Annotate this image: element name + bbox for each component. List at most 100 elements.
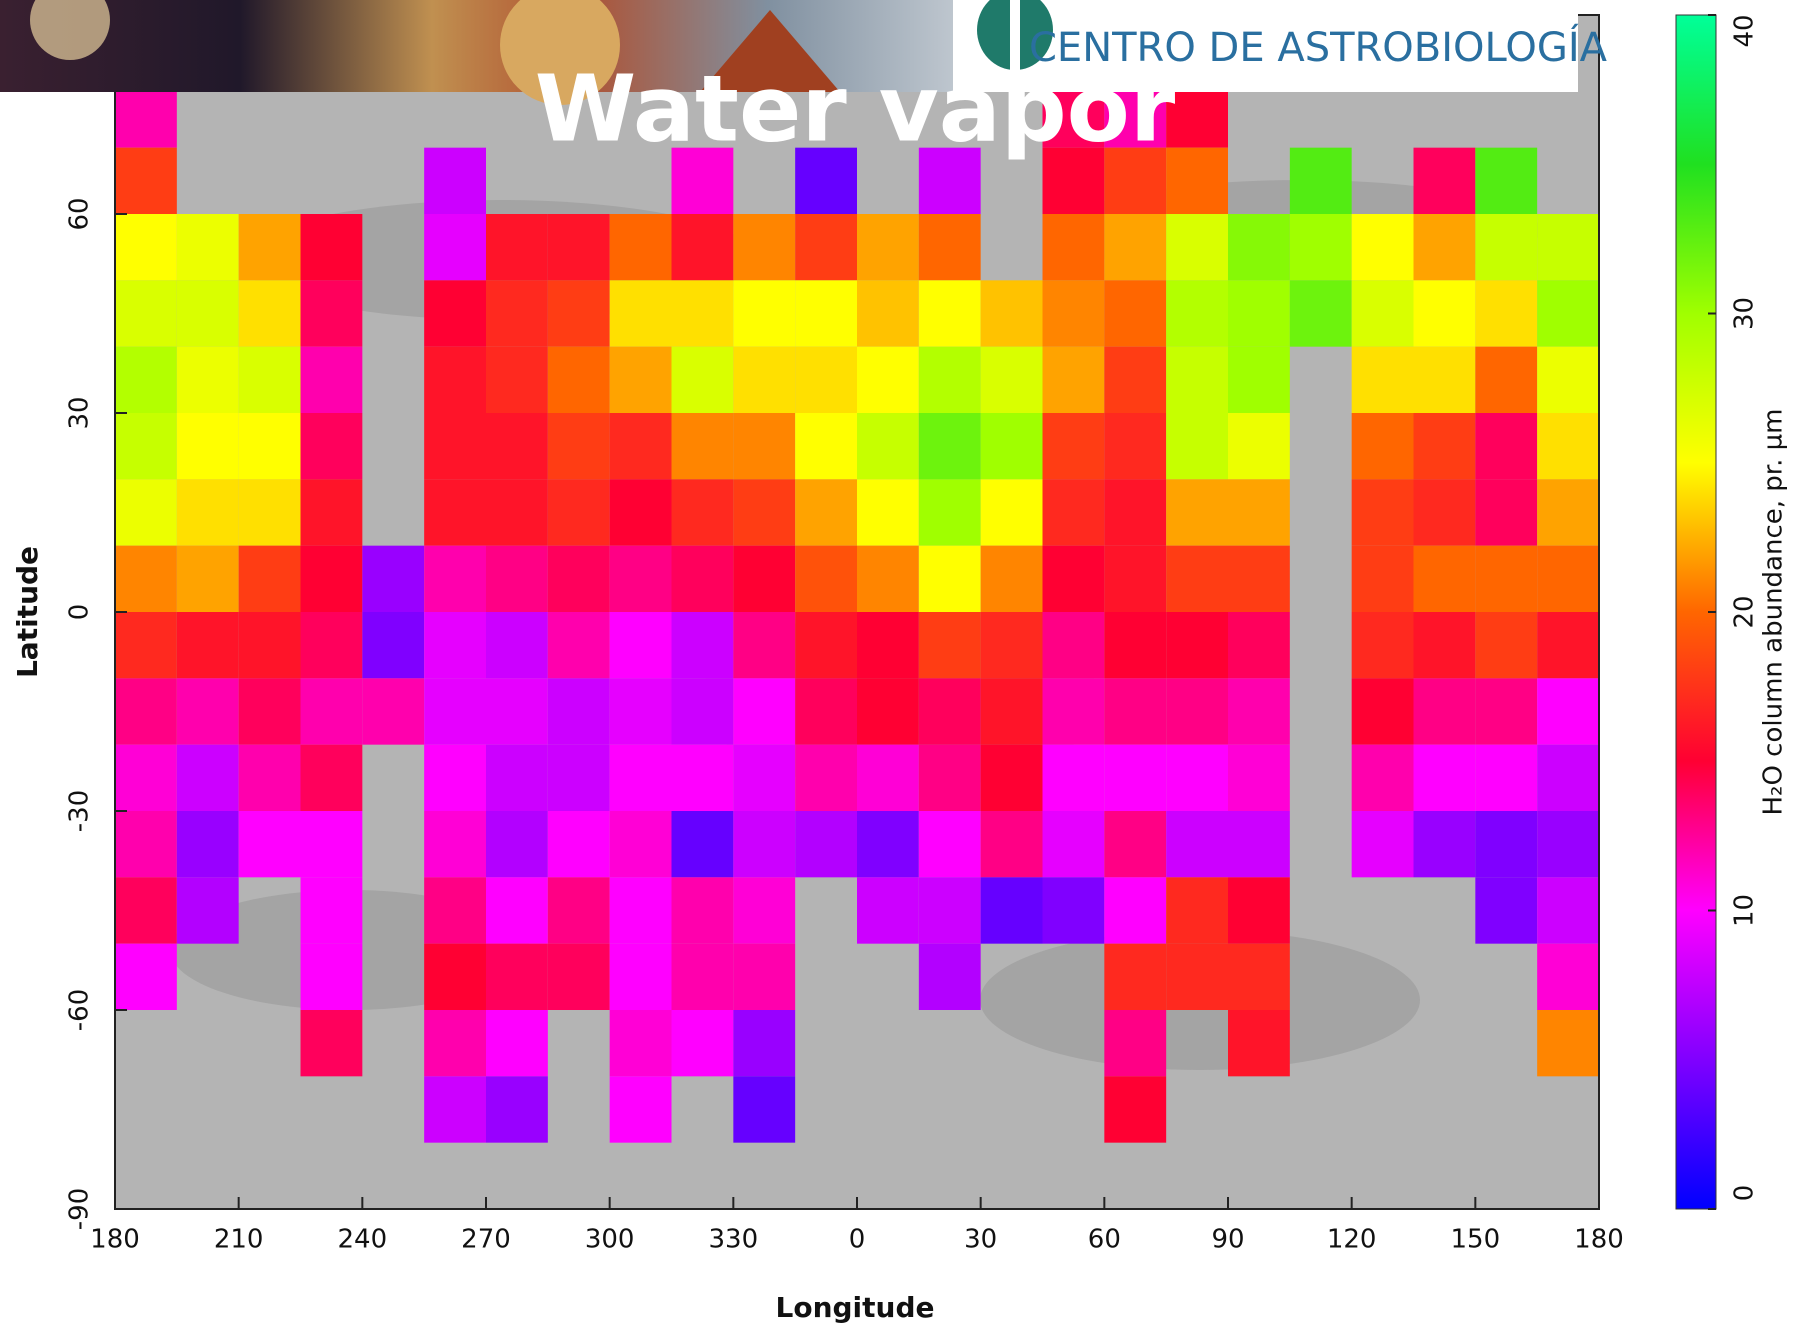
heatmap-cell: [980, 413, 1043, 480]
heatmap-cell: [547, 346, 610, 413]
heatmap-cell: [609, 413, 672, 480]
heatmap-cell: [1104, 545, 1167, 612]
heatmap-cell: [1351, 479, 1414, 546]
heatmap-cell: [424, 479, 486, 546]
heatmap-cell: [980, 612, 1043, 679]
heatmap-cell: [1166, 413, 1228, 480]
heatmap-cell: [486, 214, 548, 281]
heatmap-cell: [238, 280, 301, 347]
heatmap-cell: [115, 280, 177, 347]
heatmap-cell: [1537, 678, 1599, 745]
x-tick-label: 210: [214, 1225, 264, 1255]
heatmap-cell: [1166, 147, 1228, 214]
heatmap-cell: [115, 214, 177, 281]
banner: CENTRO DE ASTROBIOLOGÍA: [0, 0, 1608, 105]
colorbar-tick-label: 0: [1730, 1185, 1760, 1202]
heatmap-cell: [733, 744, 796, 811]
heatmap-cell: [1104, 214, 1167, 281]
heatmap-cell: [238, 214, 301, 281]
heatmap-cell: [1104, 280, 1167, 347]
heatmap-cell: [1351, 811, 1414, 878]
heatmap-cell: [300, 811, 363, 878]
heatmap-cell: [300, 413, 363, 480]
heatmap-cell: [1228, 678, 1290, 745]
heatmap-cell: [1351, 214, 1414, 281]
heatmap-cell: [486, 612, 548, 679]
heatmap-cell: [1042, 545, 1105, 612]
heatmap-cell: [1351, 612, 1414, 679]
heatmap-cell: [1042, 811, 1105, 878]
heatmap-cell: [733, 413, 796, 480]
heatmap-cell: [1228, 612, 1290, 679]
heatmap-cell: [671, 214, 734, 281]
heatmap-cell: [1042, 612, 1105, 679]
heatmap-cell: [424, 877, 486, 944]
banner-text: CENTRO DE ASTROBIOLOGÍA: [1029, 23, 1608, 71]
heatmap-cell: [1166, 877, 1228, 944]
heatmap-cell: [795, 413, 857, 480]
heatmap-cell: [424, 346, 486, 413]
heatmap-cell: [671, 744, 734, 811]
heatmap-cell: [486, 346, 548, 413]
heatmap-cell: [1104, 81, 1167, 148]
heatmap-cell: [1166, 346, 1228, 413]
heatmap-cell: [1413, 744, 1476, 811]
heatmap-cell: [918, 545, 981, 612]
heatmap-cell: [1166, 280, 1228, 347]
colorbar-tick-label: 30: [1730, 297, 1760, 330]
heatmap-cell: [1042, 214, 1105, 281]
heatmap-cell: [424, 678, 486, 745]
x-tick-label: 240: [338, 1225, 388, 1255]
heatmap-cell: [486, 678, 548, 745]
y-tick-label: -60: [65, 989, 95, 1031]
heatmap-cell: [918, 612, 981, 679]
x-tick-label: 30: [964, 1225, 997, 1255]
heatmap-cell: [238, 612, 301, 679]
y-tick-label: -90: [65, 1188, 95, 1230]
heatmap-cell: [733, 545, 796, 612]
heatmap-cell: [1475, 678, 1538, 745]
heatmap-cell: [176, 744, 239, 811]
heatmap-cell: [1104, 943, 1167, 1010]
y-axis-label: Latitude: [11, 546, 44, 678]
heatmap-cell: [176, 877, 239, 944]
heatmap-cell: [486, 1076, 548, 1143]
heatmap-cell: [424, 943, 486, 1010]
heatmap-cell: [300, 545, 363, 612]
heatmap-cell: [857, 744, 919, 811]
heatmap-cell: [1042, 346, 1105, 413]
heatmap-cell: [733, 346, 796, 413]
heatmap-cell: [1351, 280, 1414, 347]
heatmap-cell: [115, 479, 177, 546]
y-tick-label: 0: [65, 604, 95, 621]
heatmap-cell: [1289, 147, 1352, 214]
heatmap-cell: [795, 147, 857, 214]
heatmap-cell: [795, 280, 857, 347]
heatmap-cell: [918, 147, 981, 214]
heatmap-cell: [918, 877, 981, 944]
heatmap-cell: [733, 811, 796, 878]
heatmap-cell: [980, 545, 1043, 612]
heatmap-cell: [671, 280, 734, 347]
heatmap-cell: [609, 280, 672, 347]
heatmap-cell: [980, 877, 1043, 944]
heatmap-cell: [1475, 877, 1538, 944]
heatmap-cell: [733, 943, 796, 1010]
heatmap-cell: [1537, 545, 1599, 612]
heatmap-cell: [486, 811, 548, 878]
heatmap-cell: [1351, 678, 1414, 745]
heatmap-cell: [238, 479, 301, 546]
heatmap-cell: [424, 1010, 486, 1077]
heatmap-cell: [1289, 214, 1352, 281]
heatmap-cell: [733, 214, 796, 281]
heatmap-cell: [1475, 811, 1538, 878]
heatmap-cell: [918, 214, 981, 281]
heatmap-cell: [1475, 147, 1538, 214]
heatmap-cell: [671, 811, 734, 878]
x-tick-label: 60: [1088, 1225, 1121, 1255]
x-tick-label: 330: [709, 1225, 759, 1255]
heatmap-cell: [176, 280, 239, 347]
heatmap-cell: [795, 744, 857, 811]
heatmap-cell: [547, 744, 610, 811]
heatmap-cell: [671, 877, 734, 944]
